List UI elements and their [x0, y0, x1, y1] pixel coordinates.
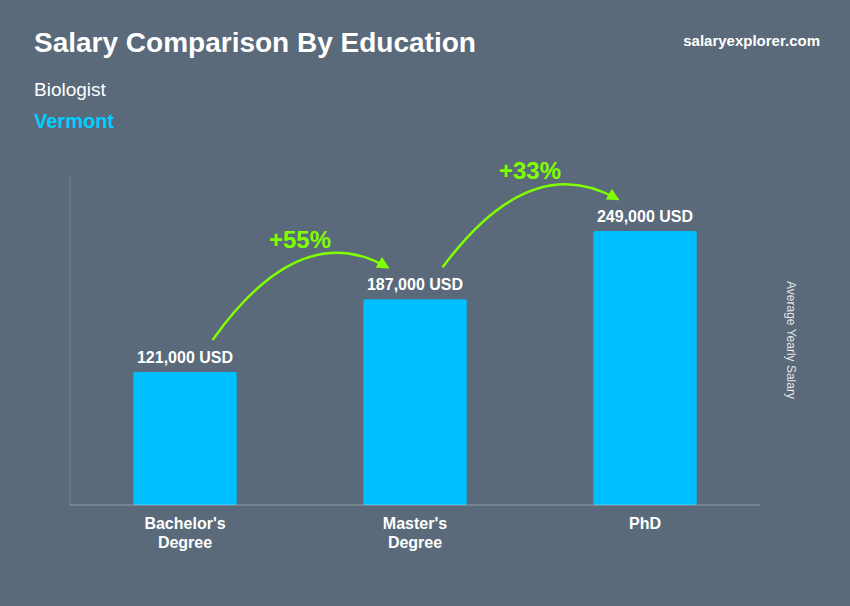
data-label: 121,000 USD — [137, 349, 233, 366]
data-label: 187,000 USD — [367, 276, 463, 293]
growth-arrow — [443, 184, 618, 267]
annotation: +33% — [499, 157, 561, 184]
bar — [593, 231, 697, 505]
bar — [363, 299, 467, 505]
source: salaryexplorer.com — [683, 32, 820, 49]
y-axis-label: Average Yearly Salary — [784, 281, 798, 399]
subtitle: Biologist — [34, 79, 107, 100]
y-axis-line — [70, 175, 71, 505]
background — [0, 0, 850, 606]
data-label: 249,000 USD — [597, 208, 693, 225]
title: Salary Comparison By Education — [34, 27, 476, 58]
growth-arrow — [213, 253, 388, 340]
x-axis-line — [70, 505, 760, 506]
x-tick-label: Bachelor'sDegree — [144, 515, 225, 551]
bar — [133, 372, 237, 505]
x-tick-label: Master'sDegree — [383, 515, 447, 551]
annotation: +55% — [269, 226, 331, 253]
x-tick-label: PhD — [629, 515, 661, 532]
bars — [133, 231, 697, 505]
chart: Salary Comparison By Education Biologist V… — [0, 0, 850, 606]
location: Vermont — [34, 110, 114, 132]
chart-container: Salary Comparison By Education Biologist V… — [0, 0, 850, 606]
